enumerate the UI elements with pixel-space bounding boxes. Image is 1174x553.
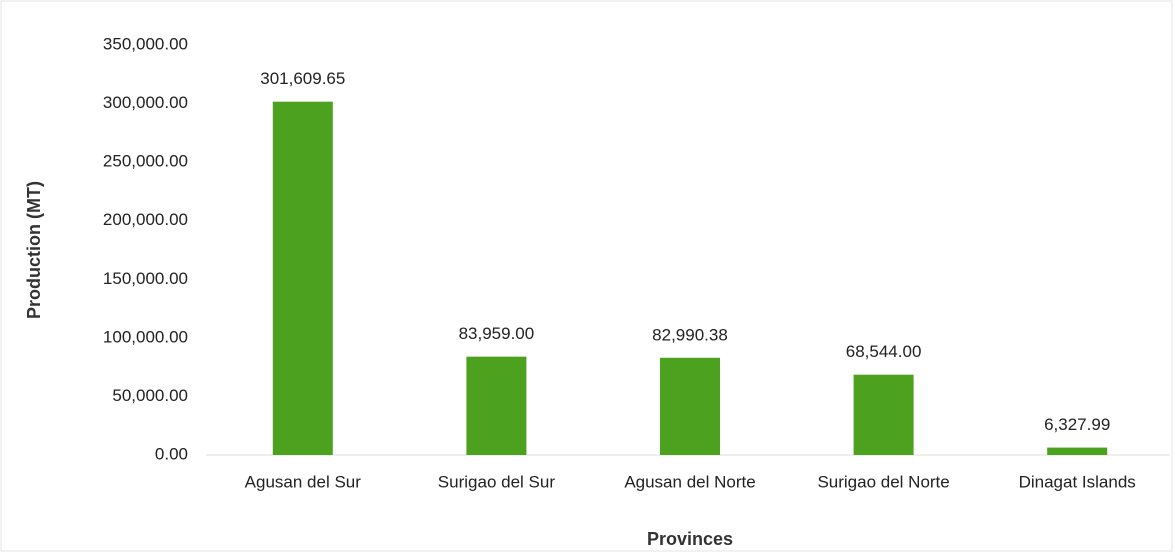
y-tick-label: 50,000.00 xyxy=(112,386,188,405)
y-axis-title: Production (MT) xyxy=(24,181,44,319)
y-tick-label: 100,000.00 xyxy=(103,327,188,346)
data-label: 82,990.38 xyxy=(652,325,728,344)
y-tick-label: 0.00 xyxy=(155,444,188,463)
x-tick-label: Surigao del Norte xyxy=(817,472,949,491)
bar xyxy=(466,356,527,455)
bar xyxy=(272,101,333,455)
x-axis-title: Provinces xyxy=(647,529,733,549)
data-label: 301,609.65 xyxy=(260,69,345,88)
x-tick-label: Surigao del Sur xyxy=(438,472,556,491)
bar xyxy=(1047,447,1108,455)
data-label: 68,544.00 xyxy=(846,342,922,361)
x-tick-label: Agusan del Sur xyxy=(245,472,362,491)
bar xyxy=(660,357,720,455)
bar xyxy=(853,374,914,455)
y-tick-label: 200,000.00 xyxy=(103,210,188,229)
y-tick-label: 300,000.00 xyxy=(103,93,188,112)
data-label: 6,327.99 xyxy=(1044,415,1110,434)
x-tick-label: Dinagat Islands xyxy=(1019,472,1136,491)
data-label: 83,959.00 xyxy=(459,324,535,343)
x-tick-label: Agusan del Norte xyxy=(624,472,755,491)
y-tick-label: 250,000.00 xyxy=(103,152,188,171)
y-tick-label: 350,000.00 xyxy=(103,34,188,53)
y-tick-label: 150,000.00 xyxy=(103,269,188,288)
